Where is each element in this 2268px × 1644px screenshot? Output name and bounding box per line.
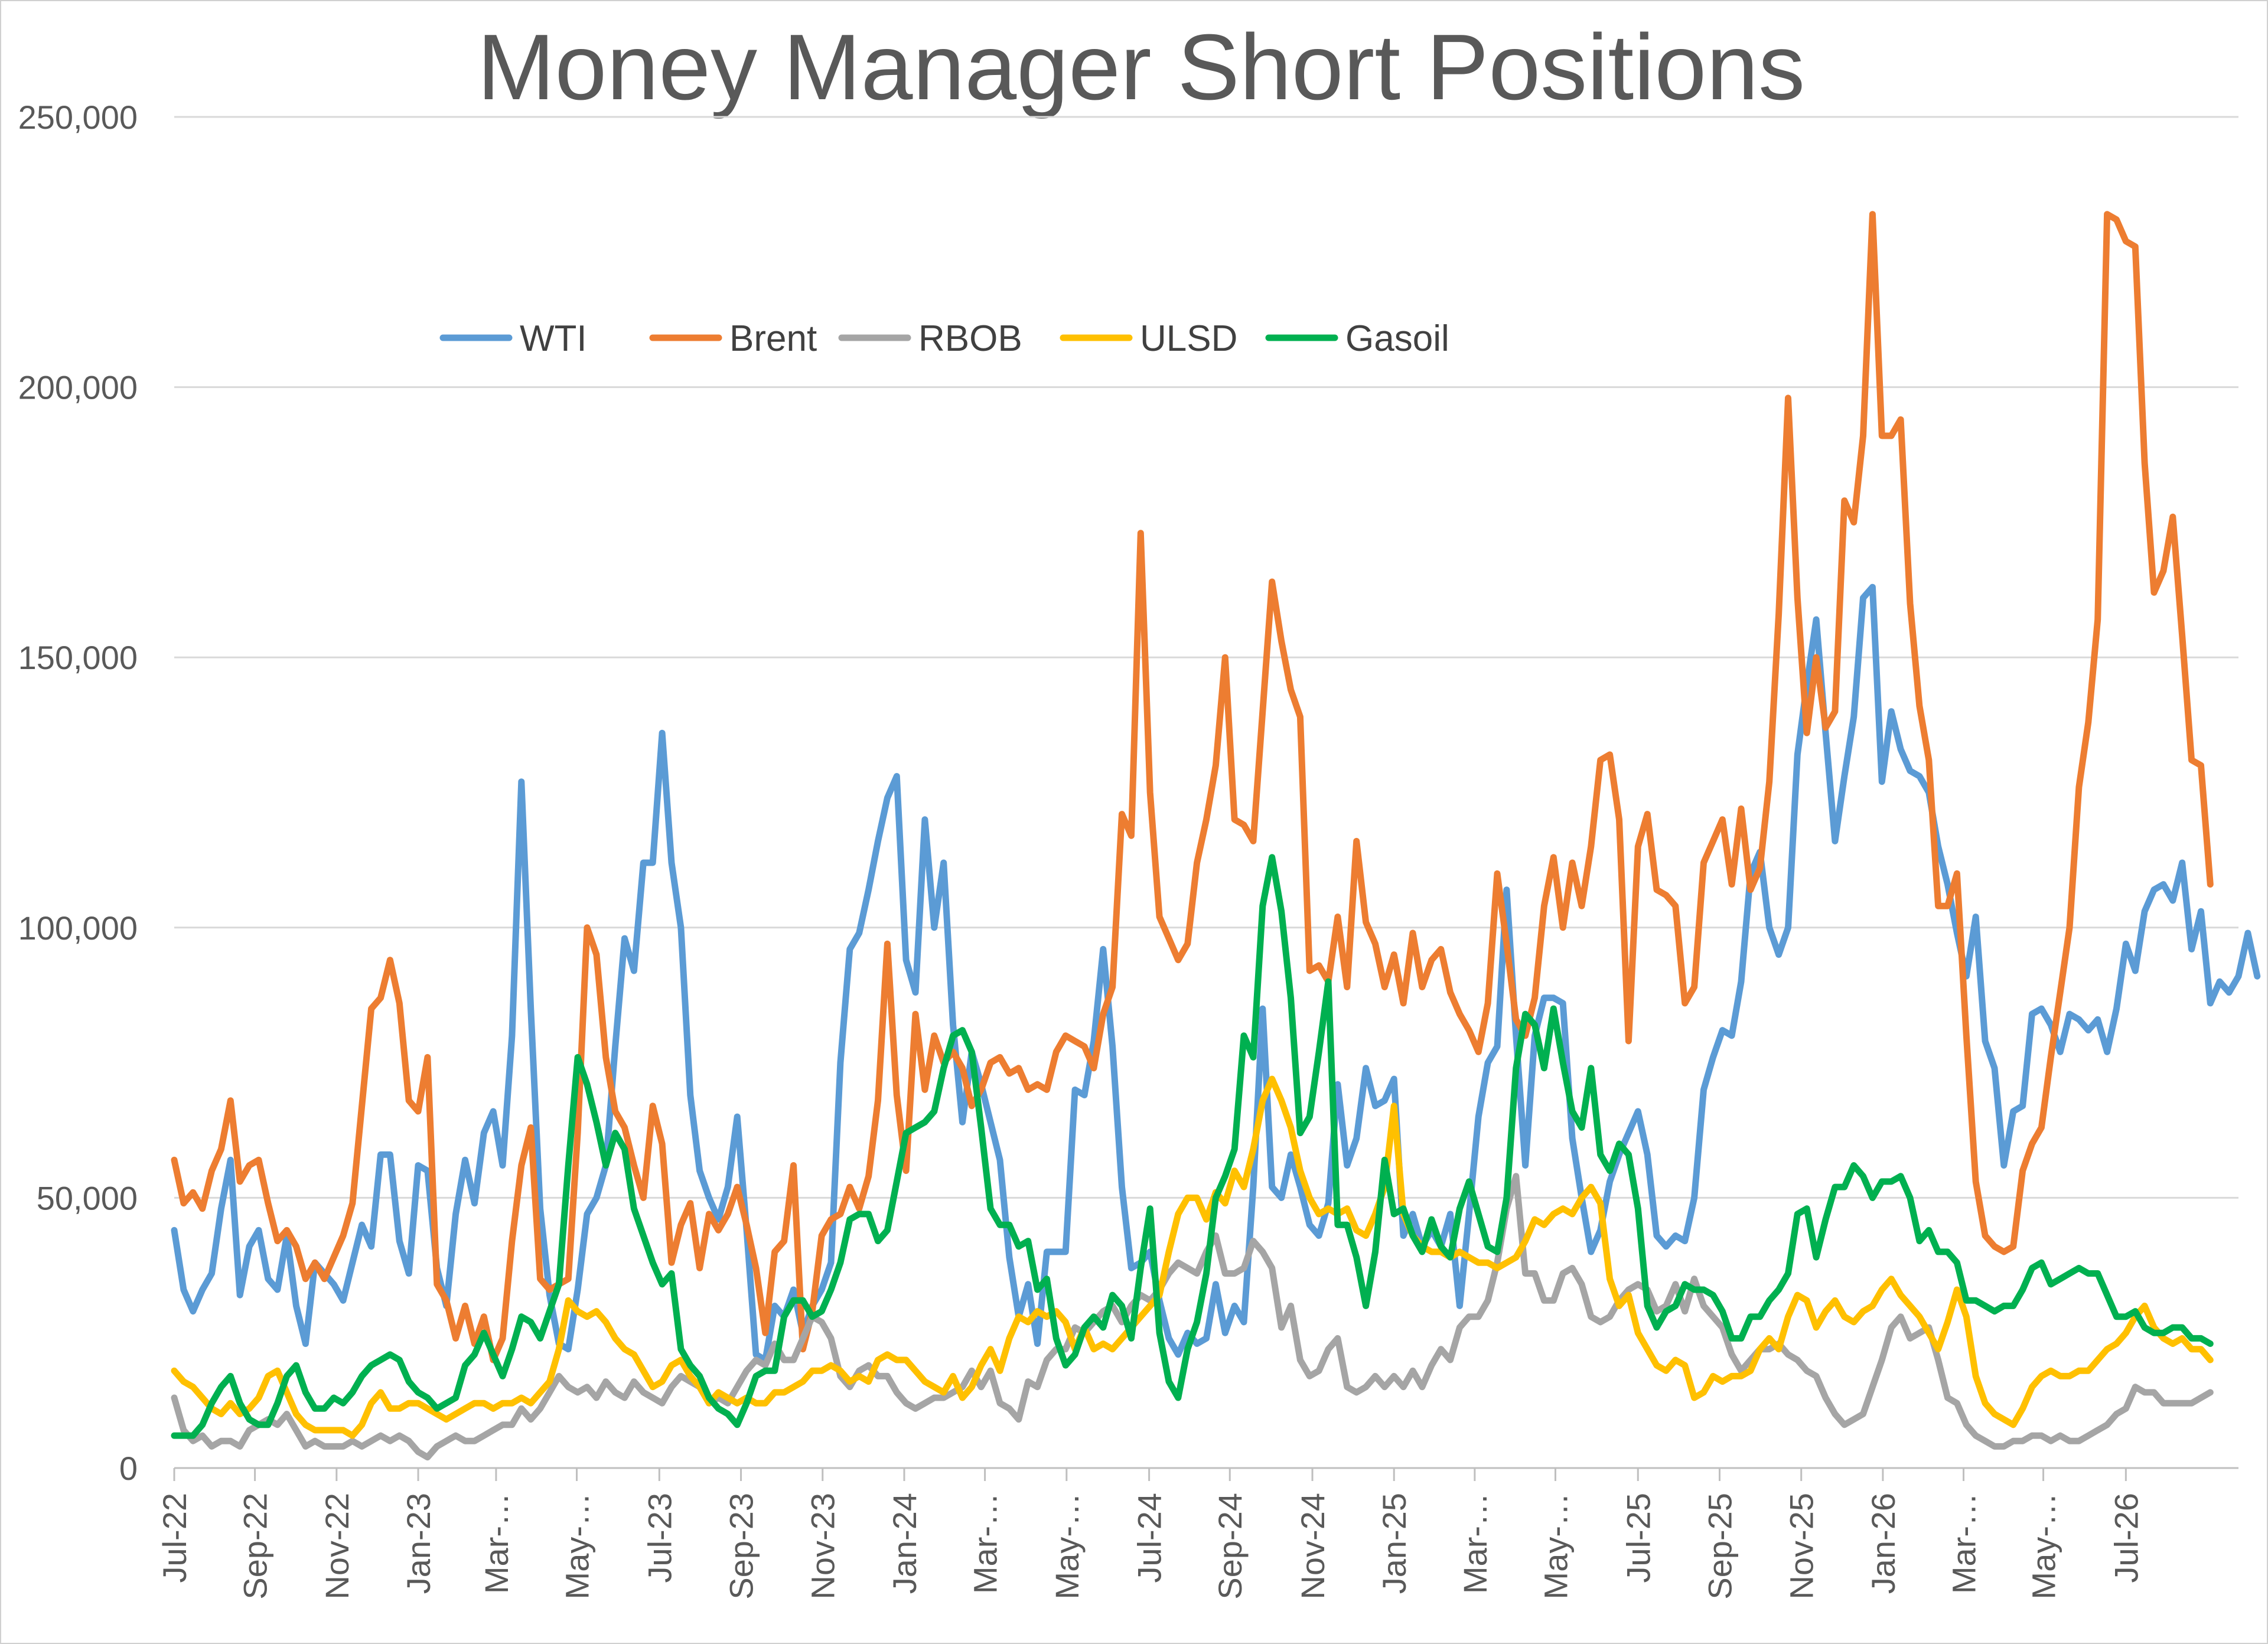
x-tick-label: Jan-26 bbox=[1865, 1493, 1902, 1594]
y-tick-label: 200,000 bbox=[18, 369, 138, 406]
y-axis-ticks: 0 50,000 100,000 150,000 200,000 250,000 bbox=[18, 99, 138, 1487]
x-tick-label: Mar-… bbox=[478, 1493, 515, 1594]
x-tick-label: Mar-… bbox=[1456, 1493, 1494, 1594]
series-line-wti bbox=[171, 583, 2261, 1364]
x-tick-label: Mar-… bbox=[967, 1493, 1004, 1594]
x-tick-label: Sep-25 bbox=[1701, 1493, 1738, 1600]
legend-label-brent: Brent bbox=[729, 318, 817, 359]
x-axis-ticks: Jul-22 Sep-22 Nov-22 Jan-23 Mar-… May-… Jul-23… bbox=[156, 1468, 2145, 1600]
x-tick-label: Jul-26 bbox=[2107, 1493, 2145, 1583]
x-tick-label: Jan-25 bbox=[1376, 1493, 1413, 1594]
legend-label-rbob: RBOB bbox=[918, 318, 1022, 359]
x-tick-label: Jul-25 bbox=[1619, 1493, 1657, 1583]
chart-title: Money Manager Short Positions bbox=[477, 15, 1805, 119]
y-tick-label: 0 bbox=[119, 1450, 138, 1487]
x-tick-label: Mar-… bbox=[1946, 1493, 1983, 1594]
x-tick-label: May-… bbox=[2025, 1493, 2062, 1599]
x-tick-label: May-… bbox=[1048, 1493, 1086, 1599]
x-tick-label: Nov-23 bbox=[804, 1493, 842, 1600]
x-tick-label: Jul-24 bbox=[1131, 1493, 1168, 1583]
x-tick-label: Nov-25 bbox=[1783, 1493, 1820, 1600]
series-line-ulsd bbox=[171, 1075, 2214, 1439]
series-line-rbob bbox=[171, 1173, 2214, 1461]
legend-label-ulsd: ULSD bbox=[1140, 318, 1237, 359]
series-line-brent bbox=[171, 211, 2214, 1364]
y-tick-label: 250,000 bbox=[18, 99, 138, 136]
legend: WTI Brent RBOB ULSD Gasoil bbox=[439, 318, 1449, 359]
x-tick-label: Jan-24 bbox=[886, 1493, 923, 1594]
x-tick-label: Jul-22 bbox=[156, 1493, 193, 1583]
x-tick-label: Sep-24 bbox=[1211, 1493, 1249, 1600]
x-tick-label: Sep-22 bbox=[237, 1493, 274, 1600]
series-line-gasoil bbox=[171, 854, 2214, 1439]
x-tick-label: May-… bbox=[1537, 1493, 1574, 1599]
y-tick-label: 150,000 bbox=[18, 639, 138, 676]
y-tick-label: 100,000 bbox=[18, 909, 138, 947]
legend-label-gasoil: Gasoil bbox=[1345, 318, 1449, 359]
x-tick-label: Nov-22 bbox=[318, 1493, 356, 1600]
x-tick-label: Jan-23 bbox=[400, 1493, 437, 1594]
x-tick-label: Sep-23 bbox=[723, 1493, 760, 1600]
series-lines bbox=[171, 211, 2261, 1461]
x-tick-label: Nov-24 bbox=[1294, 1493, 1331, 1600]
x-tick-label: May-… bbox=[559, 1493, 596, 1599]
legend-label-wti: WTI bbox=[520, 318, 587, 359]
y-tick-label: 50,000 bbox=[37, 1179, 138, 1216]
x-tick-label: Jul-23 bbox=[641, 1493, 678, 1583]
